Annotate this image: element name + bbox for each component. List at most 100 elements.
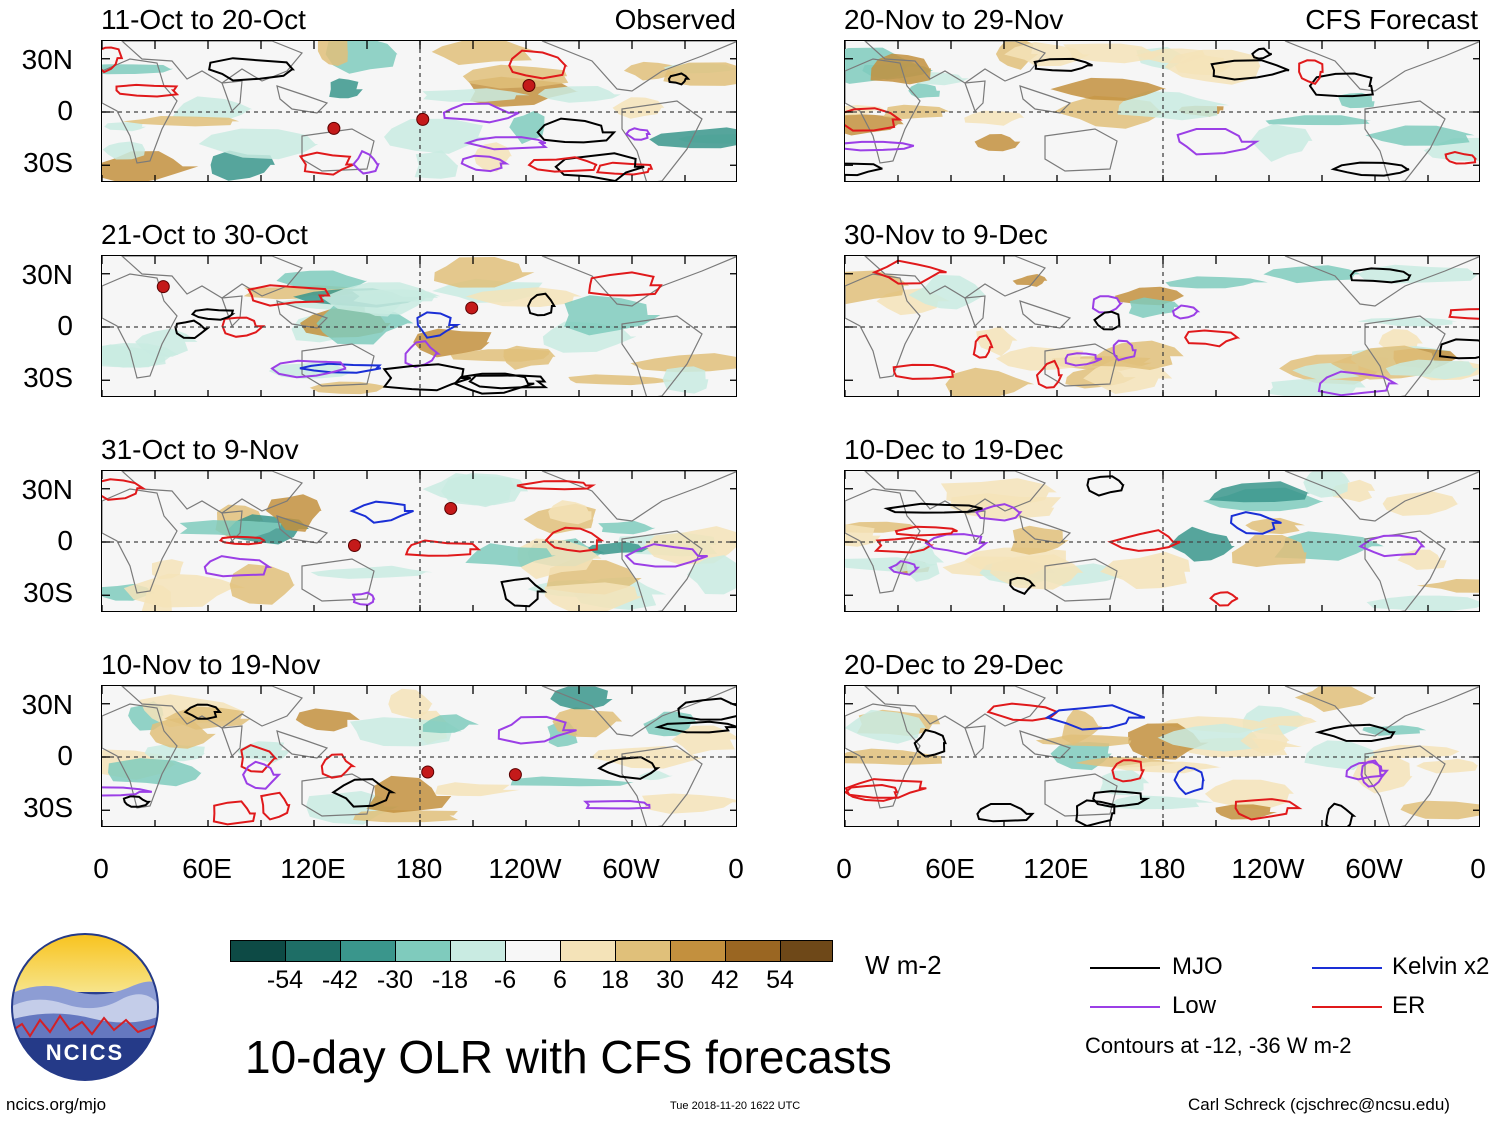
coastline (276, 515, 329, 544)
legend-label-mjo: MJO (1172, 953, 1223, 980)
contour-line (1325, 802, 1357, 826)
coastline (102, 58, 178, 164)
colorbar-cell (450, 940, 506, 962)
contour-line (1358, 534, 1426, 558)
olr-anomaly-patch (1240, 723, 1290, 754)
contour-line (1317, 370, 1399, 396)
contour-line (349, 500, 414, 524)
olr-anomaly-patch (1303, 471, 1351, 498)
coastline (121, 256, 303, 299)
coastline (221, 725, 243, 758)
x-tick-label: 120E (1023, 853, 1089, 884)
contour-line (1234, 798, 1303, 821)
colorbar-cell (395, 940, 451, 962)
contour-line (976, 803, 1035, 823)
contour-line (190, 308, 236, 321)
legend-swatch-mjo (1090, 967, 1160, 969)
coastline (541, 256, 736, 307)
panel-title-obs-2: 21-Oct to 30-Oct (101, 219, 308, 250)
colorbar-cell (670, 940, 726, 962)
coastline (1364, 745, 1446, 826)
olr-anomaly-patch (537, 86, 621, 103)
y-tick-label: 30S (23, 577, 73, 608)
colorbar-cell (780, 940, 833, 962)
olr-anomaly-patch (1366, 595, 1479, 611)
cyclone-marker (508, 768, 522, 782)
olr-anomaly-patch (845, 524, 881, 547)
olr-anomaly-patch (422, 473, 517, 508)
olr-anomaly-patch (990, 554, 1084, 590)
contour-line (1176, 128, 1260, 156)
colorbar-cell (285, 940, 341, 962)
contour-line (597, 756, 661, 780)
olr-anomaly-patch (295, 708, 360, 732)
colorbar-cell (560, 940, 616, 962)
olr-anomaly-patch (509, 110, 545, 144)
olr-anomaly-patch (964, 110, 1025, 126)
footer-url[interactable]: ncics.org/mjo (6, 1095, 107, 1114)
coastline (621, 530, 703, 611)
panel-title-obs-4: 10-Nov to 19-Nov (101, 649, 321, 680)
cyclone-marker (327, 121, 341, 135)
colorbar-cell (340, 940, 396, 962)
olr-anomaly-patch (329, 78, 363, 99)
contour-line (102, 786, 153, 797)
coastline (621, 745, 703, 826)
olr-anomaly-patch (1168, 526, 1235, 562)
map-panel-fcst-2 (844, 255, 1480, 397)
olr-anomaly-patch (1099, 770, 1150, 796)
contour-line (115, 83, 180, 98)
contour-line (972, 334, 994, 359)
contour-line (894, 525, 958, 537)
contour-line (1107, 529, 1181, 552)
y-tick-label: 30N (21, 689, 73, 720)
contour-line (1314, 723, 1396, 743)
olr-anomaly-patch (1382, 491, 1459, 516)
contour-line (845, 778, 927, 799)
contour-line (102, 478, 147, 501)
olr-anomaly-patch (687, 555, 736, 595)
contour-line (883, 502, 983, 514)
olr-anomaly-patch (1204, 779, 1294, 811)
coastline (121, 471, 303, 514)
legend-label-low: Low (1172, 992, 1217, 1019)
olr-anomaly-patch (1100, 551, 1191, 589)
contour-line (183, 703, 223, 720)
coastline (541, 471, 736, 522)
y-tick-label: 30N (21, 259, 73, 290)
contour-line (1092, 790, 1151, 808)
olr-anomaly-patch (550, 686, 613, 710)
olr-anomaly-patch (462, 64, 569, 89)
coastline (1044, 773, 1118, 817)
contour-line (442, 102, 520, 124)
coastline (301, 773, 375, 817)
map-panel-fcst-4 (844, 685, 1480, 827)
olr-anomaly-patch (1110, 761, 1222, 774)
contour-line (218, 535, 266, 546)
coastline (1364, 315, 1446, 396)
contour-line (845, 162, 883, 177)
contour-line (1171, 304, 1201, 320)
contour-line (1112, 339, 1137, 362)
olr-anomaly-patch (465, 543, 556, 567)
contour-line (1173, 766, 1205, 796)
coastline (1044, 343, 1118, 387)
olr-anomaly-patch (366, 775, 452, 813)
map-panel-obs-4 (101, 685, 737, 827)
logo-text: NCICS (46, 1040, 124, 1065)
contour-line (654, 720, 736, 734)
contour-line (208, 57, 296, 82)
contour-line (463, 136, 548, 151)
olr-anomaly-patch (1250, 124, 1313, 162)
contour-line (1438, 338, 1479, 360)
contour-line (247, 284, 331, 307)
map-panel-obs-1 (101, 40, 737, 182)
olr-anomaly-patch (1365, 125, 1475, 146)
olr-anomaly-patch (612, 97, 665, 119)
x-tick-label: 0 (1470, 853, 1486, 884)
panel-title-fcst-3: 10-Dec to 19-Dec (844, 434, 1064, 465)
coastline (276, 300, 329, 329)
contour-line (1251, 47, 1273, 60)
contour-line (382, 363, 472, 392)
contour-line (871, 259, 947, 285)
